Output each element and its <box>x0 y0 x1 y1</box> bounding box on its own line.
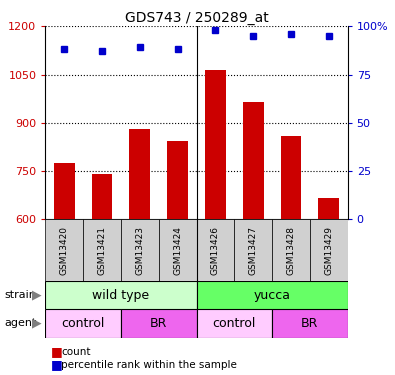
Bar <box>318 198 339 219</box>
Bar <box>167 141 188 219</box>
Text: GSM13428: GSM13428 <box>286 226 295 275</box>
Text: control: control <box>62 317 105 330</box>
Text: ▶: ▶ <box>32 289 41 302</box>
Text: BR: BR <box>150 317 167 330</box>
Bar <box>243 102 263 219</box>
Text: count: count <box>61 347 91 357</box>
Text: GSM13423: GSM13423 <box>135 226 144 275</box>
Text: GSM13429: GSM13429 <box>324 226 333 275</box>
Bar <box>130 129 150 219</box>
Text: percentile rank within the sample: percentile rank within the sample <box>61 360 237 369</box>
Bar <box>121 219 159 281</box>
Title: GDS743 / 250289_at: GDS743 / 250289_at <box>125 11 268 25</box>
Bar <box>45 309 121 338</box>
Bar <box>234 219 272 281</box>
Bar <box>272 309 348 338</box>
Bar <box>280 136 301 219</box>
Text: wild type: wild type <box>92 289 150 302</box>
Text: GSM13426: GSM13426 <box>211 226 220 275</box>
Text: GSM13420: GSM13420 <box>60 226 69 275</box>
Bar <box>310 219 348 281</box>
Bar <box>54 163 75 219</box>
Text: GSM13427: GSM13427 <box>249 226 258 275</box>
Bar <box>121 309 197 338</box>
Bar <box>45 281 197 309</box>
Text: BR: BR <box>301 317 318 330</box>
Bar <box>92 174 113 219</box>
Text: strain: strain <box>4 290 36 300</box>
Text: yucca: yucca <box>254 289 291 302</box>
Bar <box>272 219 310 281</box>
Text: ■: ■ <box>51 358 63 371</box>
Text: GSM13421: GSM13421 <box>98 226 107 275</box>
Bar <box>159 219 197 281</box>
Bar <box>83 219 121 281</box>
Bar <box>205 70 226 219</box>
Bar <box>197 281 348 309</box>
Text: agent: agent <box>4 318 36 328</box>
Bar <box>197 219 234 281</box>
Text: GSM13424: GSM13424 <box>173 226 182 275</box>
Bar <box>45 219 83 281</box>
Bar <box>197 309 272 338</box>
Text: ■: ■ <box>51 345 63 358</box>
Text: control: control <box>213 317 256 330</box>
Text: ▶: ▶ <box>32 317 41 330</box>
